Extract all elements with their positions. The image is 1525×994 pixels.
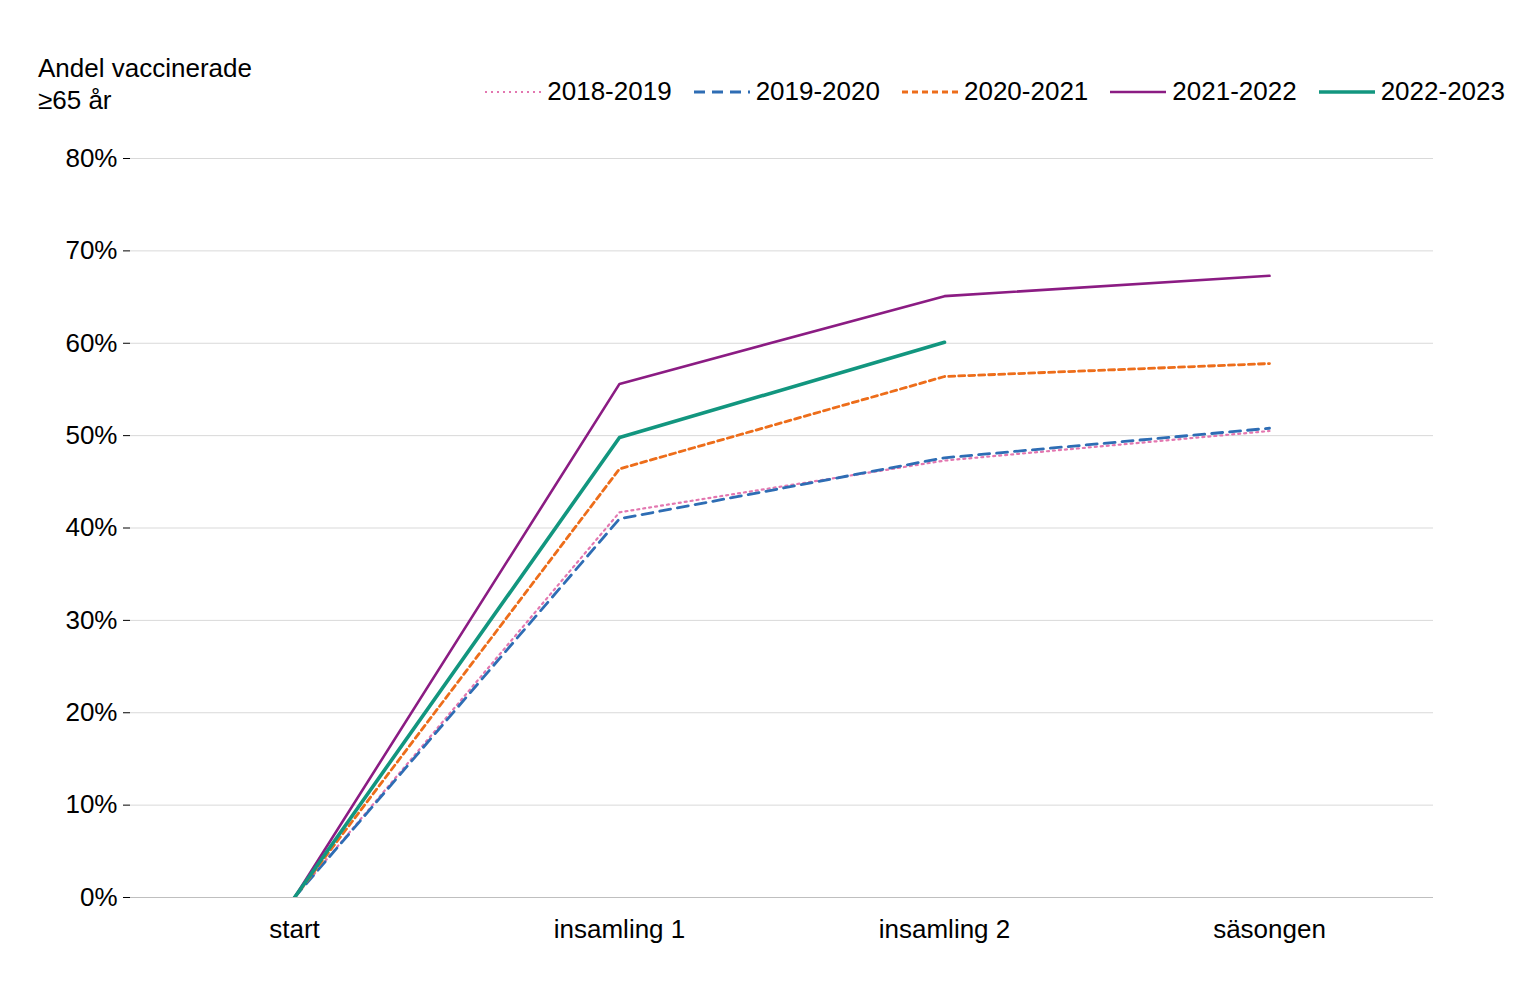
html-text:Andel vaccinerade ≥65 år: Andel vaccinerade ≥65 år <box>38 53 252 115</box>
svg-text:50%: 50% <box>65 420 117 450</box>
html-text:2021-2022: 2021-2022 <box>1172 76 1297 106</box>
html-text:2018-2019: 2018-2019 <box>547 76 672 106</box>
svg-text:40%: 40% <box>65 512 117 542</box>
svg-text:10%: 10% <box>65 789 117 819</box>
svg-text:start: start <box>269 914 320 944</box>
html-text:2022-2023: 2022-2023 <box>1380 76 1505 106</box>
svg-text:0%: 0% <box>80 882 118 912</box>
svg-text:60%: 60% <box>65 328 117 358</box>
svg-text:80%: 80% <box>65 143 117 173</box>
svg-text:insamling 2: insamling 2 <box>879 914 1011 944</box>
svg-text:säsongen: säsongen <box>1213 914 1326 944</box>
html-text:2019-2020: 2019-2020 <box>755 76 880 106</box>
svg-text:70%: 70% <box>65 235 117 265</box>
svg-text:20%: 20% <box>65 697 117 727</box>
svg-text:insamling 1: insamling 1 <box>554 914 686 944</box>
svg-text:30%: 30% <box>65 605 117 635</box>
html-text:2020-2021: 2020-2021 <box>964 76 1089 106</box>
